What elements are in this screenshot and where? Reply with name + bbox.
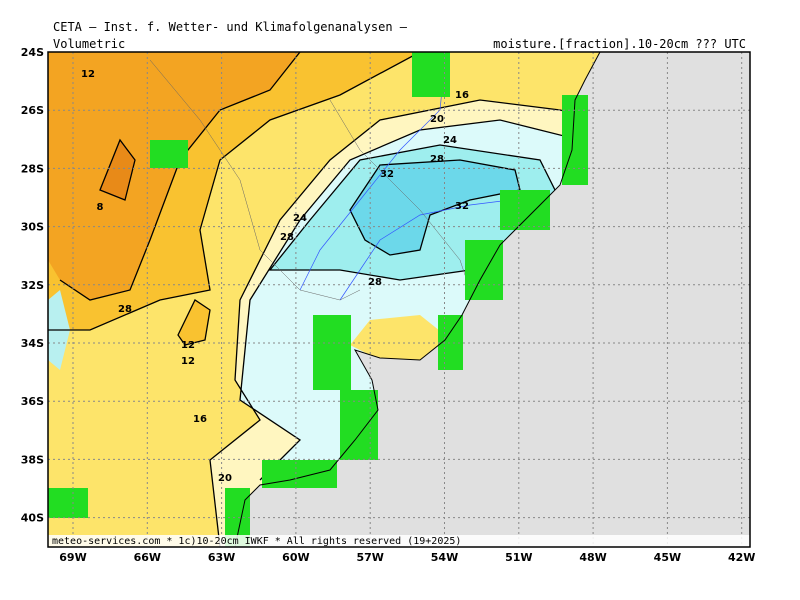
contour-label: 20 [430, 114, 444, 125]
grid-cell [150, 140, 188, 168]
contour-label: 12 [181, 340, 195, 351]
contour-label: 28 [118, 304, 132, 315]
grid-cell [340, 390, 378, 460]
grid-cell [48, 488, 88, 518]
contour-label: 32 [455, 201, 469, 212]
lon-label: 60W [282, 551, 309, 564]
contour-label: 24 [443, 135, 457, 146]
lat-label: 30S [21, 221, 44, 234]
lat-label: 34S [21, 337, 44, 350]
contour-label: 28 [368, 277, 382, 288]
footer-band [48, 535, 750, 547]
lon-label: 66W [134, 551, 161, 564]
map-frame [47, 51, 751, 548]
lon-label: 69W [59, 551, 86, 564]
lat-label: 28S [21, 162, 44, 175]
lon-label: 57W [356, 551, 383, 564]
lon-label: 48W [579, 551, 606, 564]
graticule [48, 52, 750, 547]
lon-label: 45W [654, 551, 681, 564]
title: CETA — Inst. f. Wetter- und Klimafolgena… [53, 20, 408, 34]
grid-cell [313, 315, 351, 390]
map-area: 121620242832828322428281212162020 meteo-… [48, 52, 750, 547]
grid-cell [262, 460, 337, 488]
contour-label: 32 [380, 169, 394, 180]
lon-label: 54W [431, 551, 458, 564]
lon-label: 42W [728, 551, 755, 564]
contour-label: 24 [293, 213, 307, 224]
contour-label: 16 [455, 90, 469, 101]
contour-label: 8 [97, 202, 104, 213]
coastline [234, 52, 601, 547]
lon-label: 63W [208, 551, 235, 564]
lat-label: 26S [21, 104, 44, 117]
axes: 24S 26S 28S 30S 32S 34S 36S 38S 40S 69W 66W 63W 60W 5… [21, 46, 756, 564]
contour-label: 28 [280, 232, 294, 243]
grid-cell [562, 95, 588, 185]
contour-label: 16 [193, 414, 207, 425]
grid-cell [412, 52, 450, 97]
footer: meteo-services.com * 1c)10-20cm IWKF * A… [52, 536, 461, 547]
lon-label: 51W [505, 551, 532, 564]
field-plata [350, 315, 445, 360]
contour-label: 12 [81, 69, 95, 80]
field-12-east [178, 300, 210, 345]
lat-label: 38S [21, 453, 44, 466]
lat-label: 40S [21, 512, 44, 525]
lat-label: 24S [21, 46, 44, 59]
variable-label: moisture.[fraction].10-20cm ??? UTC [493, 37, 746, 51]
contour-label: 12 [181, 356, 195, 367]
contour-label: 20 [218, 473, 232, 484]
contour-label: 28 [430, 154, 444, 165]
contour-labels: 121620242832828322428281212162020 [81, 69, 469, 484]
field-8 [100, 140, 135, 200]
lat-label: 36S [21, 395, 44, 408]
grid-cell [500, 190, 550, 230]
subtitle: Volumetric [53, 37, 125, 51]
lat-label: 32S [21, 279, 44, 292]
field-32 [350, 160, 520, 255]
